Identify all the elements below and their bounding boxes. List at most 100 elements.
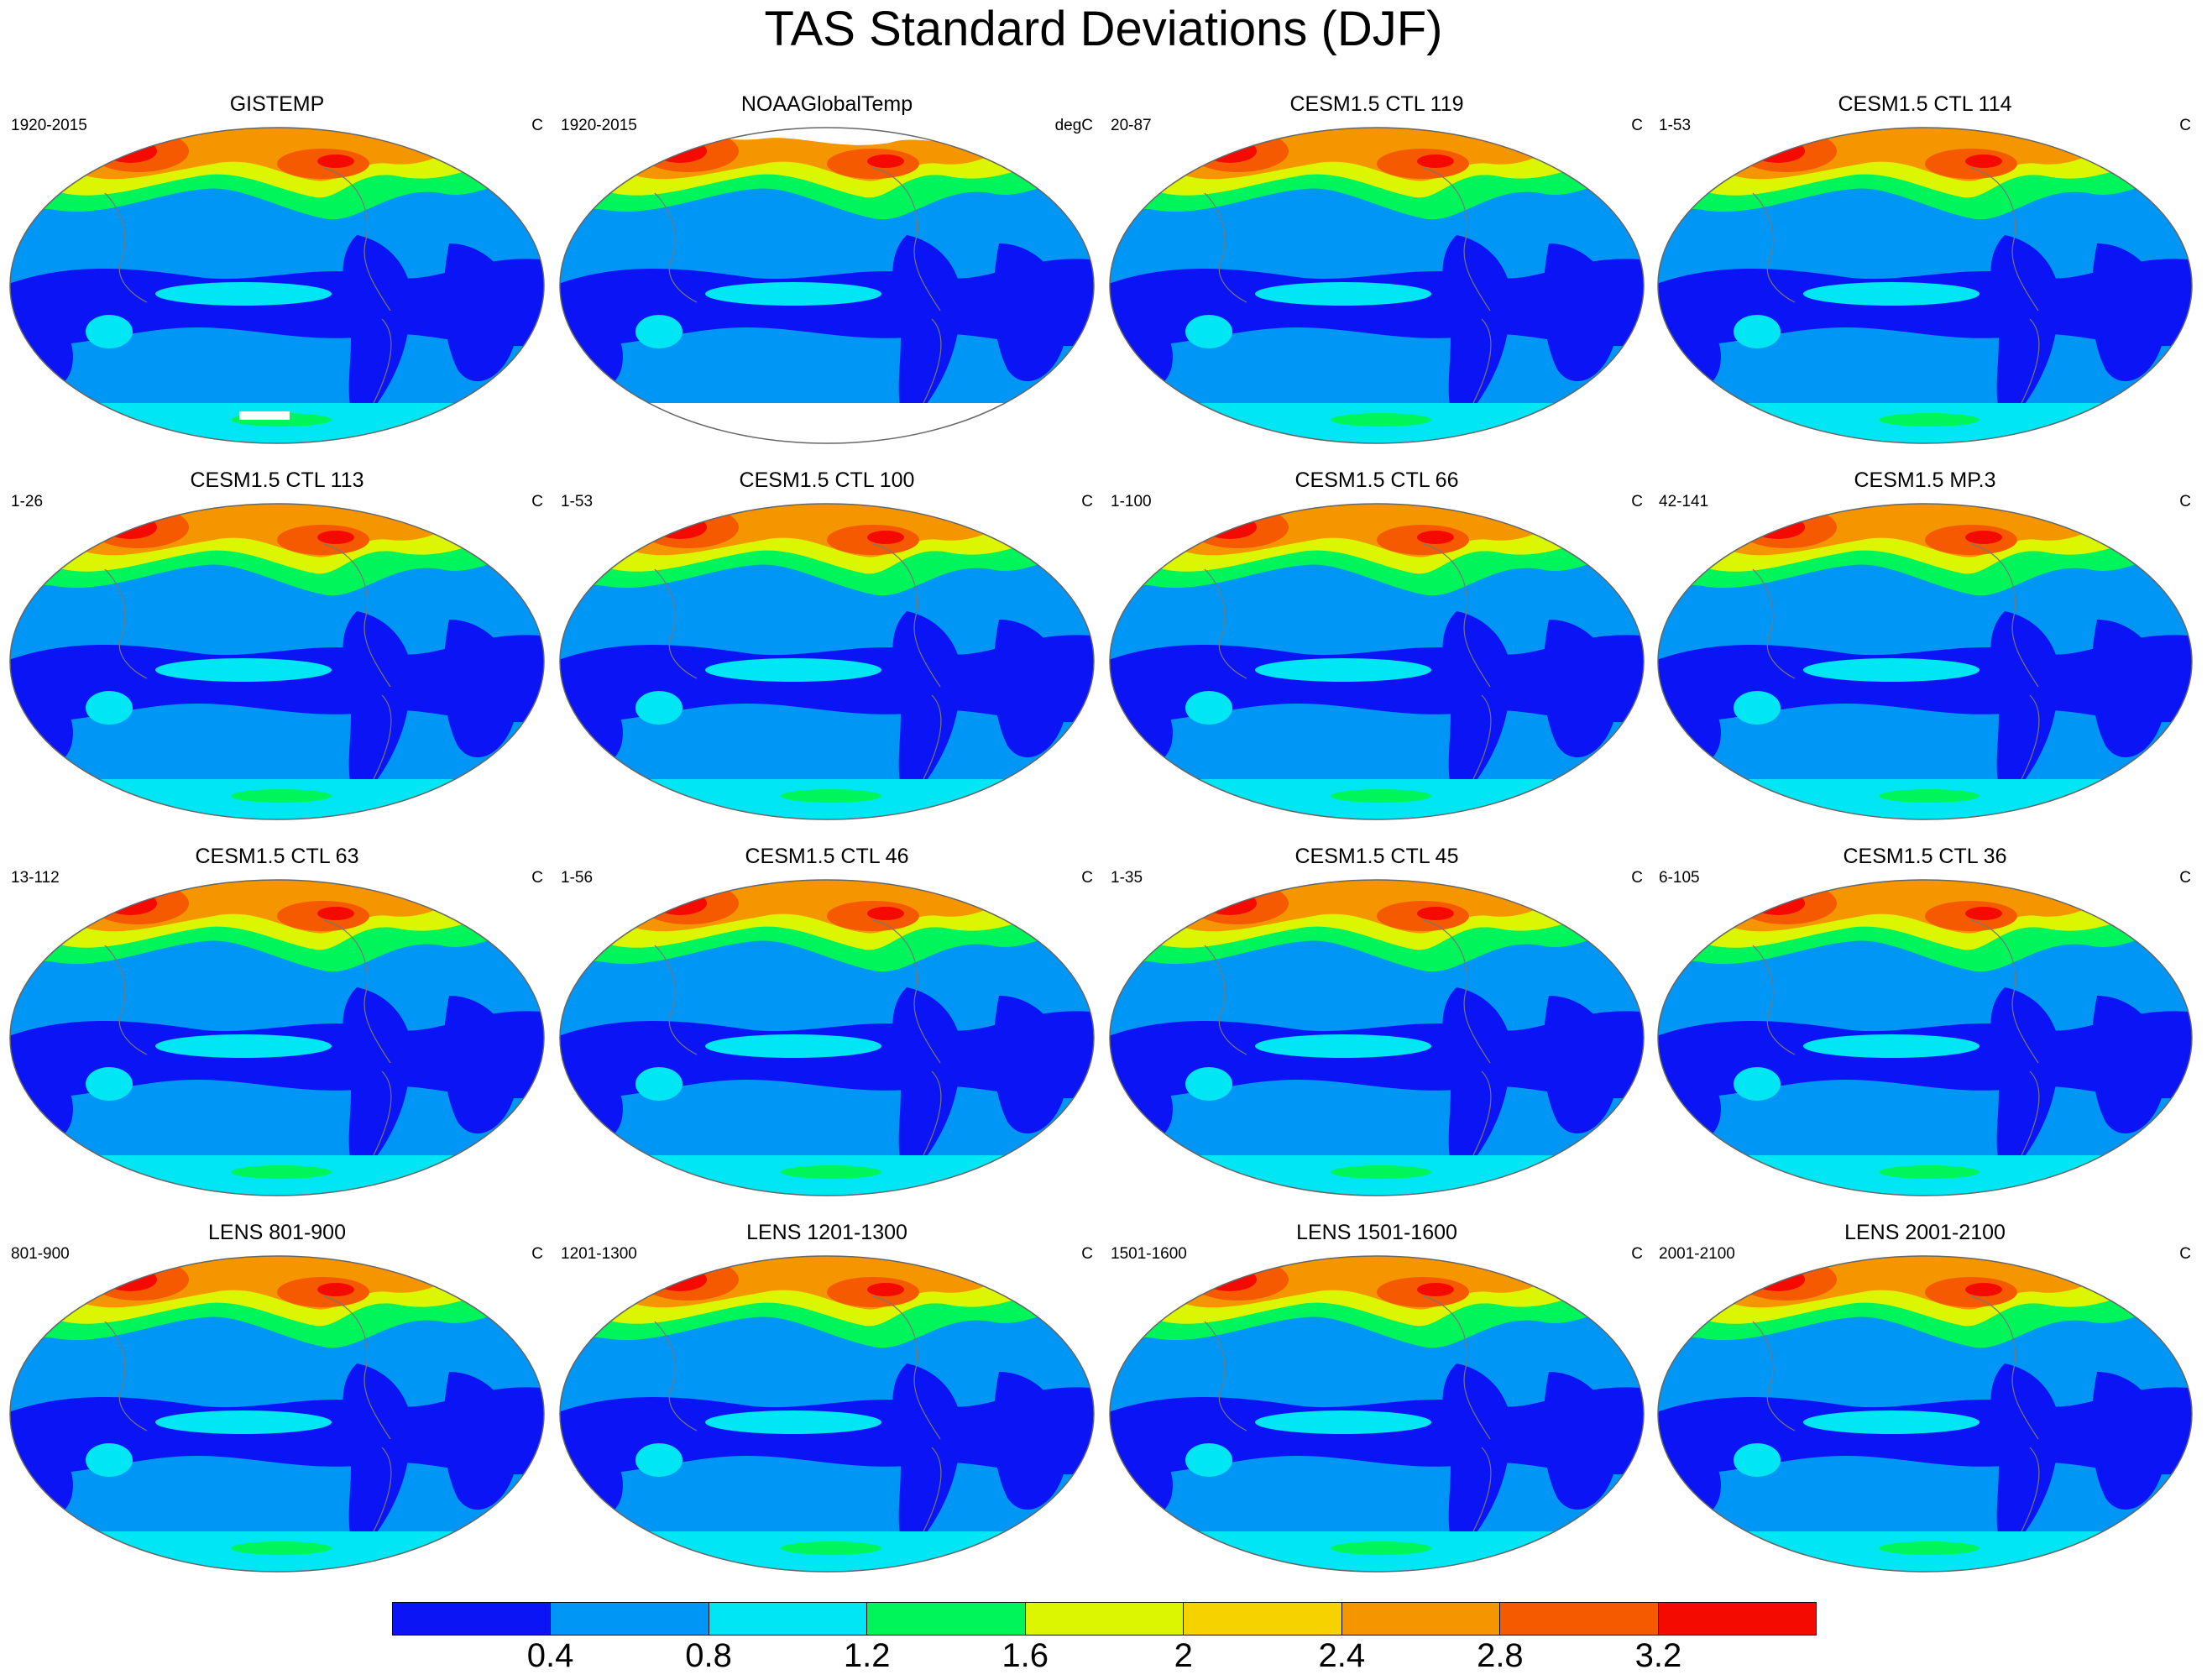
panel-units: C [1631, 869, 1643, 887]
panel-period: 2001-2100 [1659, 1245, 1735, 1263]
panel-units: C [1631, 493, 1643, 510]
colorbar-swatch [709, 1603, 868, 1635]
panel-title: CESM1.5 CTL 66 [1294, 468, 1459, 492]
panel-title: CESM1.5 CTL 100 [739, 468, 915, 492]
map-panel: CESM1.5 CTL 46 1-56 C [554, 846, 1100, 1233]
panel-units: C [2179, 1245, 2191, 1263]
panel-units: C [2179, 493, 2191, 510]
panel-period: 1-100 [1111, 493, 1152, 510]
panel-title: CESM1.5 CTL 45 [1294, 845, 1459, 868]
colorbar-tick: 0.4 [526, 1637, 574, 1674]
map-panel: LENS 801-900 801-900 C [4, 1222, 550, 1609]
panel-period: 42-141 [1659, 493, 1709, 510]
map-projection [1657, 503, 2193, 820]
panel-units: C [531, 117, 543, 134]
map-panel: CESM1.5 CTL 66 1-100 C [1104, 470, 1650, 856]
map-projection [559, 879, 1095, 1196]
map-projection [9, 879, 545, 1196]
map-projection [1657, 1255, 2193, 1573]
panel-period: 1920-2015 [561, 117, 637, 134]
map-panel: CESM1.5 CTL 36 6-105 C [1652, 846, 2198, 1233]
colorbar-swatch [551, 1603, 709, 1635]
panel-period: 6-105 [1659, 869, 1700, 887]
colorbar-swatch [1500, 1603, 1659, 1635]
map-projection [1109, 879, 1645, 1196]
panel-units: C [531, 1245, 543, 1263]
panel-period: 1920-2015 [11, 117, 87, 134]
panel-units: C [1631, 117, 1643, 134]
panel-period: 1-56 [561, 869, 594, 887]
panel-units: C [1081, 493, 1093, 510]
map-projection [1657, 127, 2193, 444]
colorbar-swatch [867, 1603, 1026, 1635]
panel-title: CESM1.5 CTL 36 [1843, 845, 2007, 868]
colorbar-tick: 1.2 [843, 1637, 891, 1674]
panel-units: C [1081, 869, 1093, 887]
panel-title: CESM1.5 CTL 119 [1289, 92, 1464, 116]
panel-period: 801-900 [11, 1245, 70, 1263]
map-panel: CESM1.5 CTL 100 1-53 C [554, 470, 1100, 856]
panel-title: GISTEMP [229, 92, 325, 116]
panel-title: LENS 1501-1600 [1296, 1221, 1457, 1244]
panel-units: C [531, 869, 543, 887]
panel-period: 1-35 [1111, 869, 1143, 887]
map-projection [9, 503, 545, 820]
map-panel: CESM1.5 CTL 63 13-112 C [4, 846, 550, 1233]
panel-title: CESM1.5 CTL 63 [195, 845, 359, 868]
panel-title: LENS 801-900 [207, 1221, 346, 1244]
panel-title: NOAAGlobalTemp [740, 92, 913, 116]
colorbar-tick: 3.2 [1634, 1637, 1682, 1674]
panel-units: C [1631, 1245, 1643, 1263]
map-panel: CESM1.5 CTL 114 1-53 C [1652, 94, 2198, 480]
panel-title: CESM1.5 CTL 113 [190, 468, 364, 492]
map-panel: LENS 1201-1300 1201-1300 C [554, 1222, 1100, 1609]
colorbar-tick: 2 [1174, 1637, 1193, 1674]
panel-period: 1201-1300 [561, 1245, 637, 1263]
panel-title: LENS 2001-2100 [1844, 1221, 2006, 1244]
colorbar-swatch [1184, 1603, 1342, 1635]
map-panel: LENS 1501-1600 1501-1600 C [1104, 1222, 1650, 1609]
map-projection [1657, 879, 2193, 1196]
map-projection [559, 1255, 1095, 1573]
map-panel: LENS 2001-2100 2001-2100 C [1652, 1222, 2198, 1609]
panel-units: C [2179, 869, 2191, 887]
map-projection [1109, 1255, 1645, 1573]
colorbar-swatch [1658, 1603, 1816, 1635]
panel-period: 20-87 [1111, 117, 1152, 134]
colorbar-tick: 0.8 [685, 1637, 732, 1674]
map-panel: CESM1.5 MP.3 42-141 C [1652, 470, 2198, 856]
colorbar-tick: 2.8 [1477, 1637, 1524, 1674]
map-projection [9, 127, 545, 444]
colorbar-swatch [393, 1603, 552, 1635]
panel-units: degC [1054, 117, 1093, 134]
map-panel: CESM1.5 CTL 113 1-26 C [4, 470, 550, 856]
colorbar-tick: 2.4 [1318, 1637, 1366, 1674]
panel-period: 1501-1600 [1111, 1245, 1187, 1263]
map-projection [9, 1255, 545, 1573]
colorbar-tick-labels: 0.4 0.8 1.2 1.6 2 2.4 2.8 3.2 [392, 1639, 1817, 1676]
panel-period: 1-53 [1659, 117, 1692, 134]
colorbar-swatch [1025, 1603, 1185, 1635]
map-projection [559, 503, 1095, 820]
map-panel: NOAAGlobalTemp 1920-2015 degC [554, 94, 1100, 480]
map-panel: CESM1.5 CTL 45 1-35 C [1104, 846, 1650, 1233]
panel-units: C [1081, 1245, 1093, 1263]
panel-title: CESM1.5 MP.3 [1854, 468, 1996, 492]
figure-title: TAS Standard Deviations (DJF) [764, 2, 1443, 56]
panel-units: C [2179, 117, 2191, 134]
map-projection [1109, 503, 1645, 820]
panel-period: 13-112 [11, 869, 60, 887]
panel-title: CESM1.5 CTL 114 [1838, 92, 2012, 116]
panel-title: CESM1.5 CTL 46 [745, 845, 909, 868]
map-panel: CESM1.5 CTL 119 20-87 C [1104, 94, 1650, 480]
map-projection [1109, 127, 1645, 444]
colorbar-swatch [1341, 1603, 1501, 1635]
map-panel: GISTEMP 1920-2015 C [4, 94, 550, 480]
map-projection [559, 127, 1095, 444]
colorbar-tick: 1.6 [1002, 1637, 1049, 1674]
panel-period: 1-26 [11, 493, 44, 510]
panel-units: C [531, 493, 543, 510]
panel-period: 1-53 [561, 493, 594, 510]
panel-title: LENS 1201-1300 [746, 1221, 907, 1244]
colorbar [392, 1602, 1817, 1636]
